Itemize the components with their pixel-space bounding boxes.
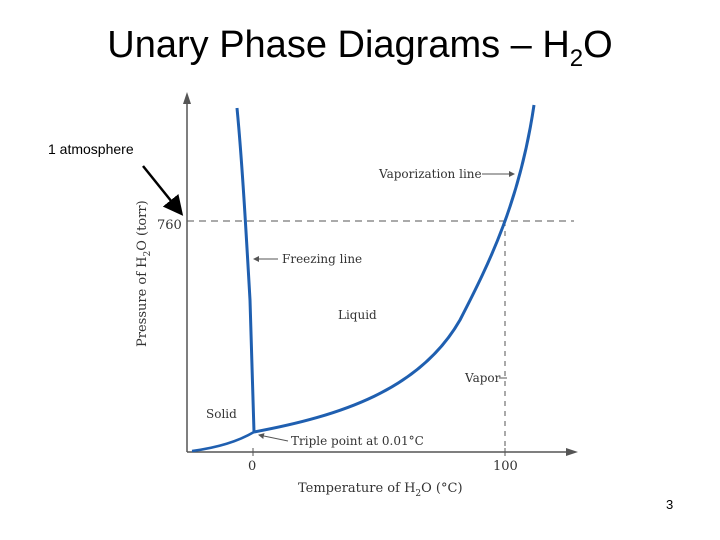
title-end: O — [583, 24, 613, 66]
y-axis-label: Pressure of H2O (torr) — [135, 200, 153, 347]
atmosphere-callout: 1 atmosphere — [48, 141, 134, 157]
triple-point-label: Triple point at 0.01°C — [291, 434, 424, 448]
y-tick-760: 760 — [157, 218, 182, 233]
vaporization-line-curve — [253, 104, 536, 434]
triple-point-label-arrow — [258, 433, 289, 442]
liquid-region-label: Liquid — [338, 308, 377, 322]
y-axis-arrow — [183, 92, 191, 104]
slide-title: Unary Phase Diagrams – H2O — [0, 20, 720, 72]
title-main: Unary Phase Diagrams – H — [107, 24, 570, 66]
vaporization-line-label: Vaporization line — [378, 167, 482, 181]
x-tick-100: 100 — [493, 459, 518, 474]
solid-region-label: Solid — [206, 407, 237, 421]
x-axis-label: Temperature of H2O (°C) — [298, 481, 463, 499]
title-subscript: 2 — [569, 45, 584, 72]
freezing-line-curve — [235, 107, 256, 433]
page-number: 3 — [666, 497, 674, 512]
freezing-line-label: Freezing line — [282, 252, 362, 266]
x-tick-0: 0 — [248, 459, 256, 474]
vapor-region-label: Vapor — [464, 371, 501, 385]
atmosphere-callout-arrow — [142, 165, 184, 216]
sublimation-curve — [191, 430, 255, 453]
x-axis-arrow — [566, 448, 578, 456]
